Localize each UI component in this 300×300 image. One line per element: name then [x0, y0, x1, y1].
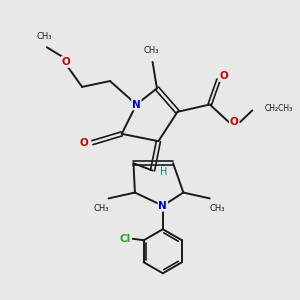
Text: CH₃: CH₃: [36, 32, 52, 41]
Text: O: O: [220, 71, 228, 81]
Text: CH₃: CH₃: [209, 204, 225, 213]
Text: H: H: [160, 167, 167, 177]
Text: CH₃: CH₃: [93, 204, 109, 213]
Text: N: N: [158, 201, 167, 211]
Text: N: N: [132, 100, 141, 110]
Text: CH₃: CH₃: [143, 46, 159, 56]
Text: O: O: [80, 138, 88, 148]
Text: O: O: [230, 117, 239, 127]
Text: CH₂CH₃: CH₂CH₃: [265, 104, 293, 113]
Text: Cl: Cl: [120, 234, 131, 244]
Text: O: O: [61, 57, 70, 67]
